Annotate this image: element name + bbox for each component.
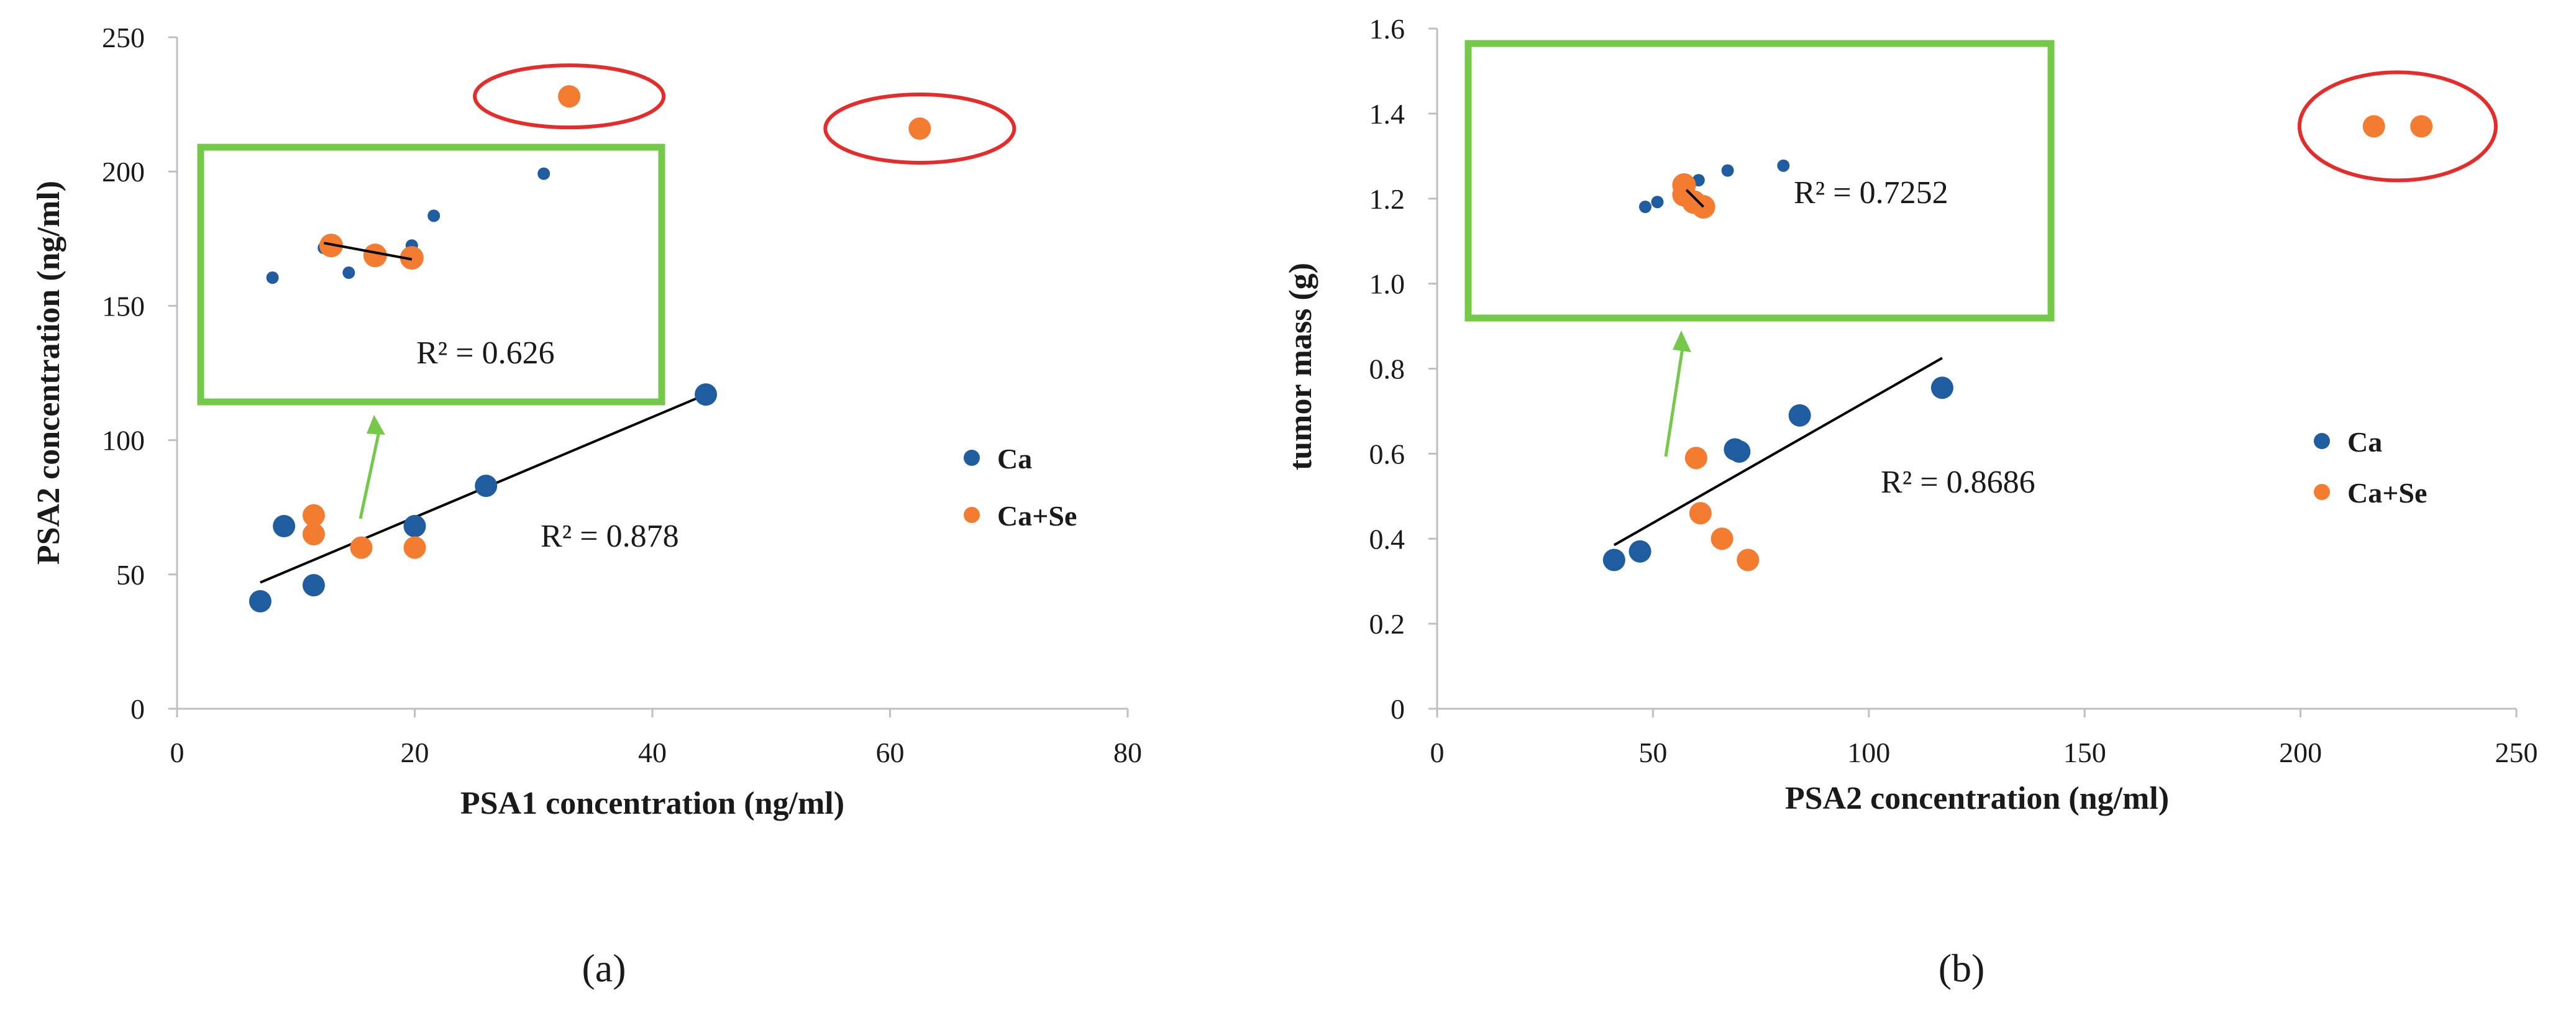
panel-b-case-point bbox=[1710, 527, 1733, 550]
panel-b-trendline bbox=[1613, 357, 1943, 547]
panel-a-y-tick-label: 0 bbox=[130, 693, 145, 725]
panel-a-outlier-ring-2 bbox=[823, 93, 1016, 165]
panel-a-x-tick-label: 20 bbox=[401, 737, 429, 768]
panel-b-inset-case-points bbox=[1672, 173, 1715, 219]
panel-b-inset-ca-points bbox=[1639, 159, 1790, 213]
panel-b-inset-trendline bbox=[1685, 189, 1705, 208]
panel-a-inset-r2: R² = 0.626 bbox=[416, 335, 555, 371]
panel-a-ticks: 0 20 40 60 80 0 50 100 150 200 250 bbox=[102, 22, 1142, 768]
panel-a-y-tick-label: 250 bbox=[102, 22, 145, 53]
panel-b-y-tick-label: 0.6 bbox=[1369, 438, 1405, 470]
panel-a: 0 20 40 60 80 0 50 100 150 200 250 PSA1 concentrat… bbox=[31, 22, 1142, 990]
panel-b-ca-point bbox=[1628, 540, 1651, 563]
panel-a-label: (a) bbox=[582, 946, 626, 990]
panel-a-x-tick-label: 80 bbox=[1113, 737, 1142, 768]
panel-b-points bbox=[1602, 115, 2433, 571]
panel-a-y-axis-title: PSA2 concentration (ng/ml) bbox=[31, 181, 66, 565]
panel-a-inset-trendline bbox=[323, 242, 413, 261]
panel-a-x-tick-label: 40 bbox=[638, 737, 667, 768]
panel-b-x-tick-label: 100 bbox=[1847, 737, 1890, 768]
panel-b-x-tick-label: 250 bbox=[2495, 737, 2538, 768]
panel-a-r2: R² = 0.878 bbox=[541, 519, 679, 554]
panel-b-y-axis-title: tumor mass (g) bbox=[1283, 263, 1318, 470]
panel-a-inset-ca-point bbox=[537, 167, 550, 180]
panel-b-x-tick-label: 0 bbox=[1430, 737, 1445, 768]
panel-a-ca-point bbox=[273, 514, 296, 537]
panel-b-ca-point bbox=[1788, 404, 1811, 427]
panel-b-y-tick-label: 1.2 bbox=[1369, 183, 1405, 215]
panel-a-case-point bbox=[302, 504, 325, 527]
panel-b-ca-point bbox=[1728, 440, 1751, 463]
panel-a-inset-ca-point bbox=[342, 266, 355, 280]
panel-a-inset-ca-point bbox=[266, 271, 279, 284]
panel-a-x-tick-label: 0 bbox=[170, 737, 185, 768]
panel-b-ca-point bbox=[1930, 376, 1953, 399]
panel-b-case-point bbox=[1684, 447, 1707, 470]
panel-a-y-tick-label: 200 bbox=[102, 156, 145, 188]
panel-a-x-tick-label: 60 bbox=[876, 737, 905, 768]
panel-a-y-tick-label: 100 bbox=[102, 425, 145, 457]
panel-b-ticks: 0 50 100 150 200 250 0 0.2 0.4 0.6 0.8 1.0 1.2 1.4 1.6 bbox=[1369, 13, 2538, 768]
panel-a-points bbox=[249, 85, 931, 613]
panel-b-inset-arrowhead bbox=[1673, 330, 1691, 352]
panel-b-legend-ca-label: Ca bbox=[2347, 426, 2382, 458]
panel-b-legend-case-label: Ca+Se bbox=[2347, 477, 2427, 509]
panel-b-r2: R² = 0.8686 bbox=[1881, 465, 2035, 500]
panel-a-y-tick-label: 150 bbox=[102, 290, 145, 322]
panel-a-inset-case-point bbox=[400, 246, 424, 270]
panel-a-y-tick-label: 50 bbox=[116, 559, 145, 591]
panel-a-x-axis-title: PSA1 concentration (ng/ml) bbox=[460, 786, 844, 821]
panel-b-y-tick-label: 1.6 bbox=[1369, 13, 1405, 45]
panel-b-y-tick-label: 0 bbox=[1391, 693, 1405, 725]
panel-a-inset-case-point bbox=[363, 243, 387, 268]
panel-b-x-tick-label: 150 bbox=[2063, 737, 2106, 768]
panel-b-ca-point bbox=[1602, 548, 1625, 571]
panel-b-x-tick-label: 50 bbox=[1638, 737, 1667, 768]
panel-a-ca-point bbox=[249, 590, 272, 613]
panel-b-y-tick-label: 1.0 bbox=[1369, 268, 1405, 300]
panel-a-legend-case-marker bbox=[964, 507, 980, 523]
panel-b-legend-ca-marker bbox=[2314, 433, 2330, 449]
panel-b-y-tick-label: 0.4 bbox=[1369, 523, 1405, 555]
panel-a-ca-point bbox=[302, 574, 325, 597]
panel-b-x-axis-title: PSA2 concentration (ng/ml) bbox=[1785, 781, 2169, 816]
panel-a-case-point bbox=[302, 522, 325, 545]
panel-b-inset-box bbox=[1464, 40, 2055, 322]
panel-a-case-point bbox=[350, 536, 373, 559]
panel-a-legend-case-label: Ca+Se bbox=[997, 500, 1077, 532]
panel-b-x-tick-label: 200 bbox=[2279, 737, 2322, 768]
panel-a-outlier-point bbox=[908, 117, 931, 140]
panel-b-y-tick-label: 0.8 bbox=[1369, 353, 1405, 385]
panel-a-ca-point bbox=[475, 475, 498, 498]
panel-b-outlier-ring bbox=[2297, 70, 2498, 183]
panel-b-y-tick-label: 0.2 bbox=[1369, 608, 1405, 640]
panel-a-outlier-point bbox=[558, 85, 581, 108]
panel-a-inset-arrowhead bbox=[367, 415, 385, 435]
panel-a-ca-point bbox=[403, 514, 426, 537]
panel-a-inset-arrow bbox=[359, 428, 381, 519]
panel-b-y-tick-label: 1.4 bbox=[1369, 98, 1405, 130]
panel-b-inset-r2: R² = 0.7252 bbox=[1794, 175, 1948, 211]
panel-b-outlier-point bbox=[2362, 115, 2385, 138]
panel-b-legend-case-marker bbox=[2314, 484, 2330, 500]
panel-b: 0 50 100 150 200 250 0 0.2 0.4 0.6 0.8 1.0 1.2 1.4 1.6… bbox=[1283, 13, 2538, 990]
panel-b-inset-ca-point bbox=[1777, 159, 1790, 172]
panel-b-case-point bbox=[1737, 548, 1760, 571]
panel-b-case-point bbox=[1689, 502, 1712, 525]
panel-b-inset-arrow bbox=[1664, 347, 1684, 457]
panel-a-inset-box bbox=[197, 143, 665, 406]
panel-b-inset-ca-point bbox=[1639, 201, 1651, 213]
panel-a-legend-ca-label: Ca bbox=[997, 443, 1032, 475]
panel-b-outlier-point bbox=[2410, 115, 2433, 138]
panel-a-inset-ca-point bbox=[427, 209, 441, 222]
panel-b-inset-ca-point bbox=[1651, 196, 1664, 209]
panel-b-inset-ca-point bbox=[1721, 164, 1734, 177]
panel-a-ca-point bbox=[695, 383, 718, 406]
panel-b-label: (b) bbox=[1939, 946, 1985, 990]
panel-a-legend-ca-marker bbox=[964, 450, 980, 466]
panel-a-case-point bbox=[403, 536, 426, 559]
panel-a-outlier-ring-1 bbox=[473, 63, 666, 130]
